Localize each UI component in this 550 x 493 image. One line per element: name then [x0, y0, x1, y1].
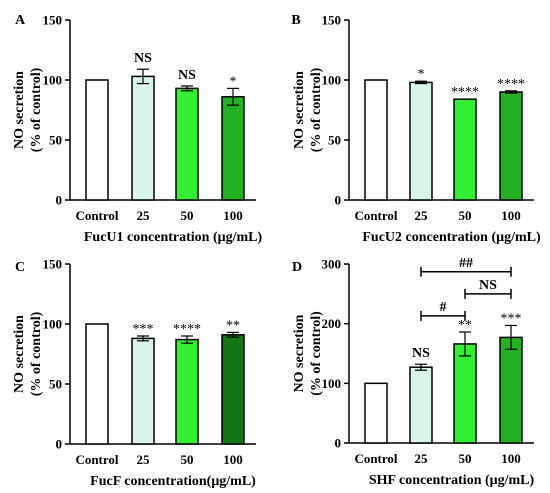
panel-a: A 0 50 100 150 NO secretion (% of control) Cont… [12, 13, 262, 246]
y-tick-label: 0 [56, 437, 63, 452]
panel-letter: B [291, 13, 300, 28]
bar-25 [131, 337, 155, 445]
significance-label: *** [501, 311, 522, 326]
y-axis-label: NO secretion (% of control) [292, 67, 324, 152]
y-tick-label: 0 [56, 193, 63, 208]
x-axis-label: SHF concentration (μg/mL) [369, 473, 535, 488]
significance-label: **** [173, 322, 201, 337]
x-tick-label: Control [354, 451, 397, 466]
y-tick-label: 50 [328, 133, 341, 148]
panel-letter: C [15, 260, 25, 275]
x-tick-label: 50 [459, 451, 472, 466]
panel-letter: D [292, 260, 302, 275]
y-tick-label: 150 [322, 13, 342, 28]
x-tick-label: 50 [181, 452, 194, 467]
bar-control [364, 79, 388, 201]
y-axis-label: NO secretion (% of control) [12, 67, 44, 152]
bar-50 [175, 87, 199, 201]
significance-label: NS [412, 346, 430, 361]
x-tick-label: Control [354, 208, 397, 223]
y-tick-label: 100 [322, 73, 342, 88]
panel-d: D 0 100 200 300 NO secretion (% of control) Con… [292, 256, 535, 488]
x-tick-label: Control [75, 208, 118, 223]
y-tick-label: 0 [335, 193, 342, 208]
bar-control [85, 79, 109, 201]
significance-label: NS [134, 51, 152, 66]
y-tick-label: 50 [49, 133, 62, 148]
significance-label: **** [451, 85, 479, 100]
y-tick-label: 150 [43, 13, 63, 28]
significance-label: ** [458, 318, 472, 333]
bracket-label: # [440, 300, 447, 315]
y-tick-label: 150 [43, 257, 63, 272]
bar-100 [499, 91, 523, 201]
bracket-label: NS [479, 278, 497, 293]
significance-label: ** [226, 318, 240, 333]
y-tick-label: 0 [335, 436, 342, 451]
significance-label: *** [133, 322, 154, 337]
y-axis-label: NO secretion (% of control) [292, 311, 324, 396]
significance-label: * [230, 74, 237, 89]
bar-50 [453, 98, 477, 201]
bar-25 [409, 366, 433, 444]
x-tick-label: 100 [223, 452, 243, 467]
y-tick-label: 100 [43, 317, 63, 332]
y-tick-label: 200 [322, 316, 342, 331]
x-axis-label: FucF concentration(μg/mL) [90, 474, 256, 489]
x-tick-label: 25 [137, 208, 151, 223]
x-tick-label: 25 [415, 208, 429, 223]
bar-50 [453, 343, 477, 444]
x-tick-label: 25 [415, 451, 429, 466]
bar-control [364, 382, 388, 444]
bar-25 [131, 75, 155, 201]
x-tick-label: 100 [501, 451, 521, 466]
bar-100 [221, 334, 245, 445]
x-axis-label: FucU1 concentration (μg/mL) [84, 230, 263, 245]
y-tick-label: 100 [322, 376, 342, 391]
y-axis-label: NO secretion (% of control) [12, 311, 44, 396]
x-tick-label: Control [75, 452, 118, 467]
bar-50 [175, 338, 199, 445]
panel-letter: A [15, 13, 26, 28]
bar-25 [409, 81, 433, 201]
bar-control [85, 323, 109, 445]
x-tick-label: 50 [459, 208, 472, 223]
x-tick-label: 50 [181, 208, 194, 223]
x-tick-label: 25 [137, 452, 151, 467]
bar-100 [221, 96, 245, 201]
panel-b: B 0 50 100 150 NO secretion (% of control) Cont… [291, 13, 541, 246]
bar-100 [499, 336, 523, 444]
x-axis-label: FucU2 concentration (μg/mL) [362, 230, 541, 245]
significance-label: **** [497, 77, 525, 92]
x-tick-label: 100 [501, 208, 521, 223]
y-tick-label: 100 [43, 73, 63, 88]
x-tick-label: 100 [223, 208, 243, 223]
significance-label: NS [178, 68, 196, 83]
panel-c: C 0 50 100 150 NO secretion (% of control) Cont… [12, 257, 256, 490]
y-tick-label: 50 [49, 377, 62, 392]
significance-label: * [418, 67, 425, 82]
y-tick-label: 300 [322, 257, 342, 272]
bracket-label: ## [459, 256, 473, 271]
